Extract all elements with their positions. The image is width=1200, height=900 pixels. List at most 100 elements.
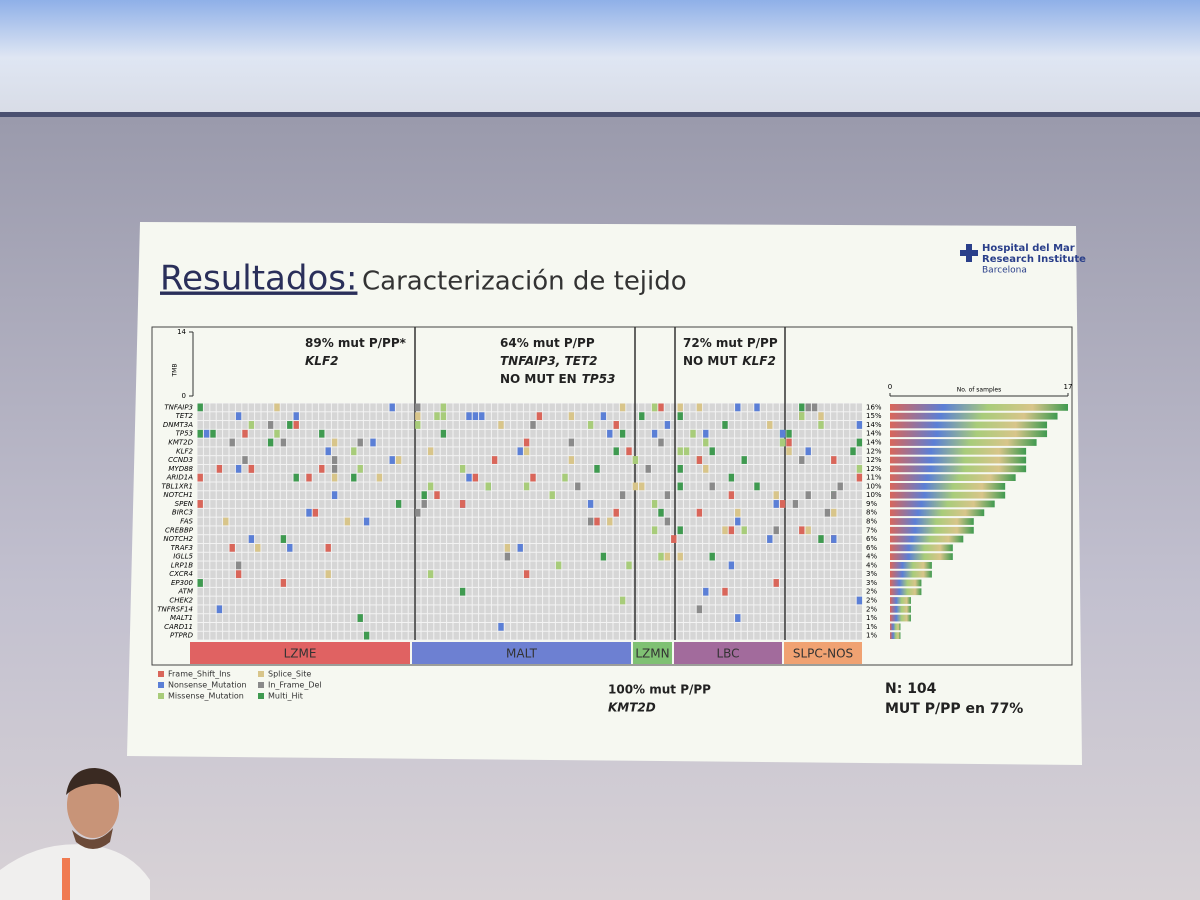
mutation-cell: [280, 438, 287, 447]
mutation-cell: [415, 403, 421, 412]
annotation-part: KLF2: [742, 354, 776, 368]
group-label: SLPC-NOS: [793, 647, 853, 661]
mutation-cell: [677, 403, 683, 412]
mutation-cell: [197, 473, 203, 482]
mutation-cell: [287, 543, 293, 552]
mutation-cell: [568, 412, 575, 421]
logo-text: Hospital del Mar: [982, 243, 1075, 254]
mutation-cell: [517, 447, 523, 456]
mutation-cell: [197, 500, 203, 508]
samples-bar: [890, 421, 1048, 429]
mutation-cell: [626, 561, 632, 570]
mutation-cell: [831, 535, 837, 543]
mutation-cell: [248, 421, 255, 429]
gene-percent: 12%: [866, 465, 882, 473]
annotation-part: 72% mut P/PP: [683, 336, 778, 350]
gene-percent: 2%: [866, 605, 877, 613]
logo-mark: [960, 244, 978, 262]
mutation-cell: [811, 403, 818, 412]
mutation-cell: [651, 500, 658, 508]
tmb-tick-label: 0: [182, 392, 186, 400]
mutation-cell: [248, 464, 255, 473]
mutation-cell: [619, 596, 626, 605]
mutation-cell: [319, 429, 325, 438]
mutation-cell: [722, 587, 728, 596]
samples-bar: [890, 456, 1027, 464]
mutation-cell: [619, 403, 626, 412]
mutation-cell: [658, 403, 664, 412]
gene-label: CXCR4: [169, 570, 193, 578]
mutation-cell: [498, 421, 504, 429]
mutation-cell: [434, 491, 440, 500]
gene-label: CCND3: [168, 456, 193, 464]
mutation-cell: [613, 421, 619, 429]
mutation-cell: [786, 438, 792, 447]
gene-percent: 2%: [866, 588, 877, 596]
mutation-cell: [216, 464, 223, 473]
mutation-cell: [197, 429, 203, 438]
gene-label: CREBBP: [165, 526, 194, 534]
mutation-cell: [575, 482, 581, 491]
mutation-cell: [427, 482, 434, 491]
samples-bar: [890, 509, 985, 517]
mutation-cell: [376, 473, 383, 482]
gene-label: MALT1: [170, 614, 193, 622]
mutation-cell: [466, 412, 472, 421]
gene-percent: 9%: [866, 500, 877, 508]
samples-bar: [890, 518, 974, 525]
mutation-cell: [395, 500, 402, 508]
mutation-cell: [792, 500, 799, 508]
mutation-cell: [242, 429, 248, 438]
mutation-cell: [523, 447, 530, 456]
mutation-cell: [235, 464, 242, 473]
mutation-cell: [639, 482, 645, 491]
slide-title: Resultados:: [160, 259, 357, 299]
mutation-cell: [306, 508, 312, 517]
mutation-cell: [728, 561, 735, 570]
logo-text: Research Institute: [982, 254, 1086, 265]
mutation-cell: [671, 535, 677, 543]
mutation-cell: [837, 482, 843, 491]
annotation: NO MUT KLF2: [683, 354, 776, 368]
mutation-cell: [831, 456, 837, 464]
mutation-cell: [856, 596, 863, 605]
gene-label: DNMT3A: [163, 421, 193, 429]
legend-label: Frame_Shift_Ins: [168, 670, 231, 679]
mutation-cell: [626, 447, 632, 456]
group-label: LZME: [284, 647, 317, 661]
mutation-cell: [440, 403, 447, 412]
annotation-part: NO MUT EN: [500, 372, 577, 386]
mutation-cell: [779, 429, 786, 438]
mutation-cell: [856, 464, 863, 473]
gene-percent: 4%: [866, 553, 877, 561]
footer-summary: N: 104: [885, 681, 937, 697]
mutation-cell: [216, 605, 223, 614]
mutation-cell: [331, 473, 338, 482]
mutation-cell: [850, 447, 856, 456]
gene-label: KLF2: [176, 447, 194, 455]
gene-label: TBL1XR1: [161, 482, 193, 490]
mutation-cell: [555, 561, 562, 570]
mutation-cell: [530, 421, 536, 429]
mutation-cell: [664, 421, 671, 429]
samples-bar: [890, 544, 953, 552]
legend-swatch: [158, 671, 164, 677]
mutation-cell: [472, 473, 479, 482]
mutation-cell: [773, 500, 779, 508]
legend-swatch: [158, 682, 164, 688]
mutation-cell: [805, 403, 811, 412]
mutation-cell: [683, 447, 690, 456]
gene-label: BIRC3: [172, 509, 193, 517]
annotation: NO MUT EN TP53: [500, 372, 615, 386]
gene-percent: 11%: [866, 474, 882, 482]
mutation-cell: [805, 447, 811, 456]
mutation-cell: [658, 508, 664, 517]
gene-label: NOTCH2: [163, 535, 193, 543]
gene-percent: 1%: [866, 614, 877, 622]
mutation-cell: [466, 473, 472, 482]
mutation-cell: [568, 456, 575, 464]
mutation-cell: [293, 473, 299, 482]
annotation-part: 89% mut P/PP*: [305, 336, 407, 350]
group-label: LZMN: [635, 647, 669, 661]
